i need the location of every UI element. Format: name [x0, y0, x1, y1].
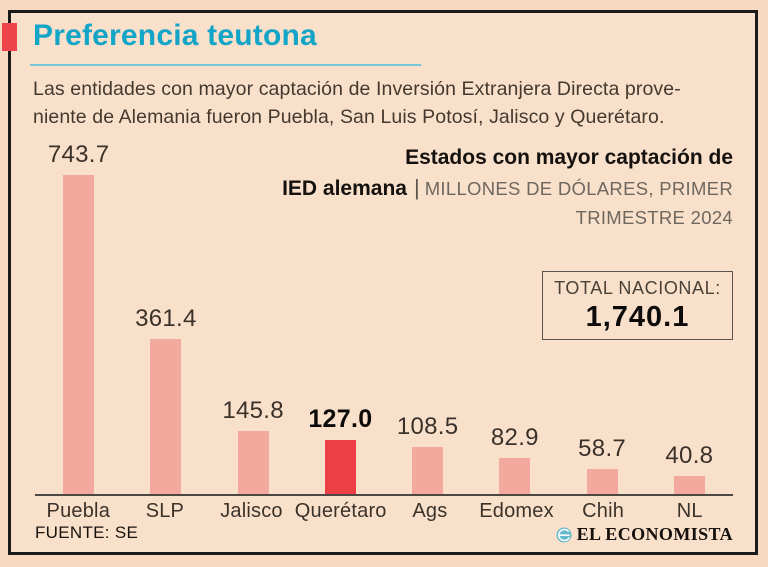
chart-title-line-1: Estados con mayor captación de [282, 144, 733, 174]
bar-column: 58.7 [559, 435, 646, 494]
bar-value-label: 82.9 [490, 424, 539, 451]
subtitle-line-2: niente de Alemania fueron Puebla, San Lu… [33, 105, 665, 128]
bar-value-label: 743.7 [47, 141, 110, 168]
total-nacional-box: TOTAL NACIONAL: 1,740.1 [542, 271, 733, 340]
bar-chart: 743.7 361.4 145.8 127.0 108.5 82.9 58.7 40.8 [35, 140, 733, 494]
bar [150, 339, 182, 494]
category-label: SLP [145, 500, 185, 522]
bar-column: 127.0 [297, 405, 384, 494]
chart-title-line-2: IED alemana | MILLONES DE DÓLARES, PRIMER [282, 174, 733, 205]
chart-title-block: Estados con mayor captación de IED alema… [282, 144, 733, 234]
bar [237, 431, 269, 494]
brand-name: EL ECONOMISTA [576, 524, 733, 544]
category-labels-row: Puebla SLP Jalisco Querétaro Ags Edomex Chih NL [35, 500, 733, 523]
subtitle: Las entidades con mayor captación de Inv… [33, 76, 681, 131]
bar-column: 145.8 [210, 397, 297, 494]
category-label: Edomex [479, 500, 554, 522]
chart-title-line-3: TRIMESTRE 2024 [282, 204, 733, 234]
x-axis-line [35, 494, 733, 496]
total-nacional-value: 1,740.1 [585, 300, 690, 333]
bar [673, 476, 705, 494]
bar-column: 82.9 [471, 424, 558, 494]
bar [412, 447, 444, 494]
category-label: Ags [412, 500, 448, 522]
bar [586, 469, 618, 494]
bar-column: 361.4 [122, 305, 209, 494]
brand-logo: EL ECONOMISTA [556, 524, 733, 545]
source-note: FUENTE: SE [35, 523, 139, 542]
title-units-separator: | [413, 174, 420, 200]
bar [63, 175, 95, 494]
category-label: Querétaro [294, 500, 387, 522]
bar-value-label: 145.8 [222, 397, 284, 424]
title-underline [30, 64, 421, 66]
category-label: Jalisco [220, 500, 283, 522]
bar-column: 108.5 [384, 413, 471, 494]
title-accent-bar [2, 23, 17, 51]
category-label: Chih [582, 500, 625, 522]
bar-highlighted [324, 440, 356, 494]
chart-title-bold-2: IED alemana [282, 176, 407, 200]
infographic-frame [8, 10, 758, 555]
page-title: Preferencia teutona [33, 19, 317, 52]
bar [499, 458, 531, 494]
bar-value-label: 361.4 [135, 305, 197, 332]
bar-value-label: 58.7 [578, 435, 627, 462]
category-label: NL [676, 500, 703, 522]
category-label: Puebla [46, 500, 111, 522]
total-nacional-label: TOTAL NACIONAL: [554, 277, 721, 298]
bar-value-label: 127.0 [308, 405, 373, 433]
el-economista-globe-icon [556, 527, 572, 543]
subtitle-line-1: Las entidades con mayor captación de Inv… [33, 78, 681, 100]
chart-units-line-1: MILLONES DE DÓLARES, PRIMER [424, 177, 733, 199]
bar-column: 40.8 [646, 442, 733, 494]
bar-column: 743.7 [35, 141, 122, 494]
bar-value-label: 40.8 [665, 442, 714, 469]
chart-units-line-2: TRIMESTRE 2024 [575, 207, 733, 228]
chart-title-bold: Estados con mayor captación de [405, 146, 733, 169]
bar-value-label: 108.5 [396, 413, 459, 440]
